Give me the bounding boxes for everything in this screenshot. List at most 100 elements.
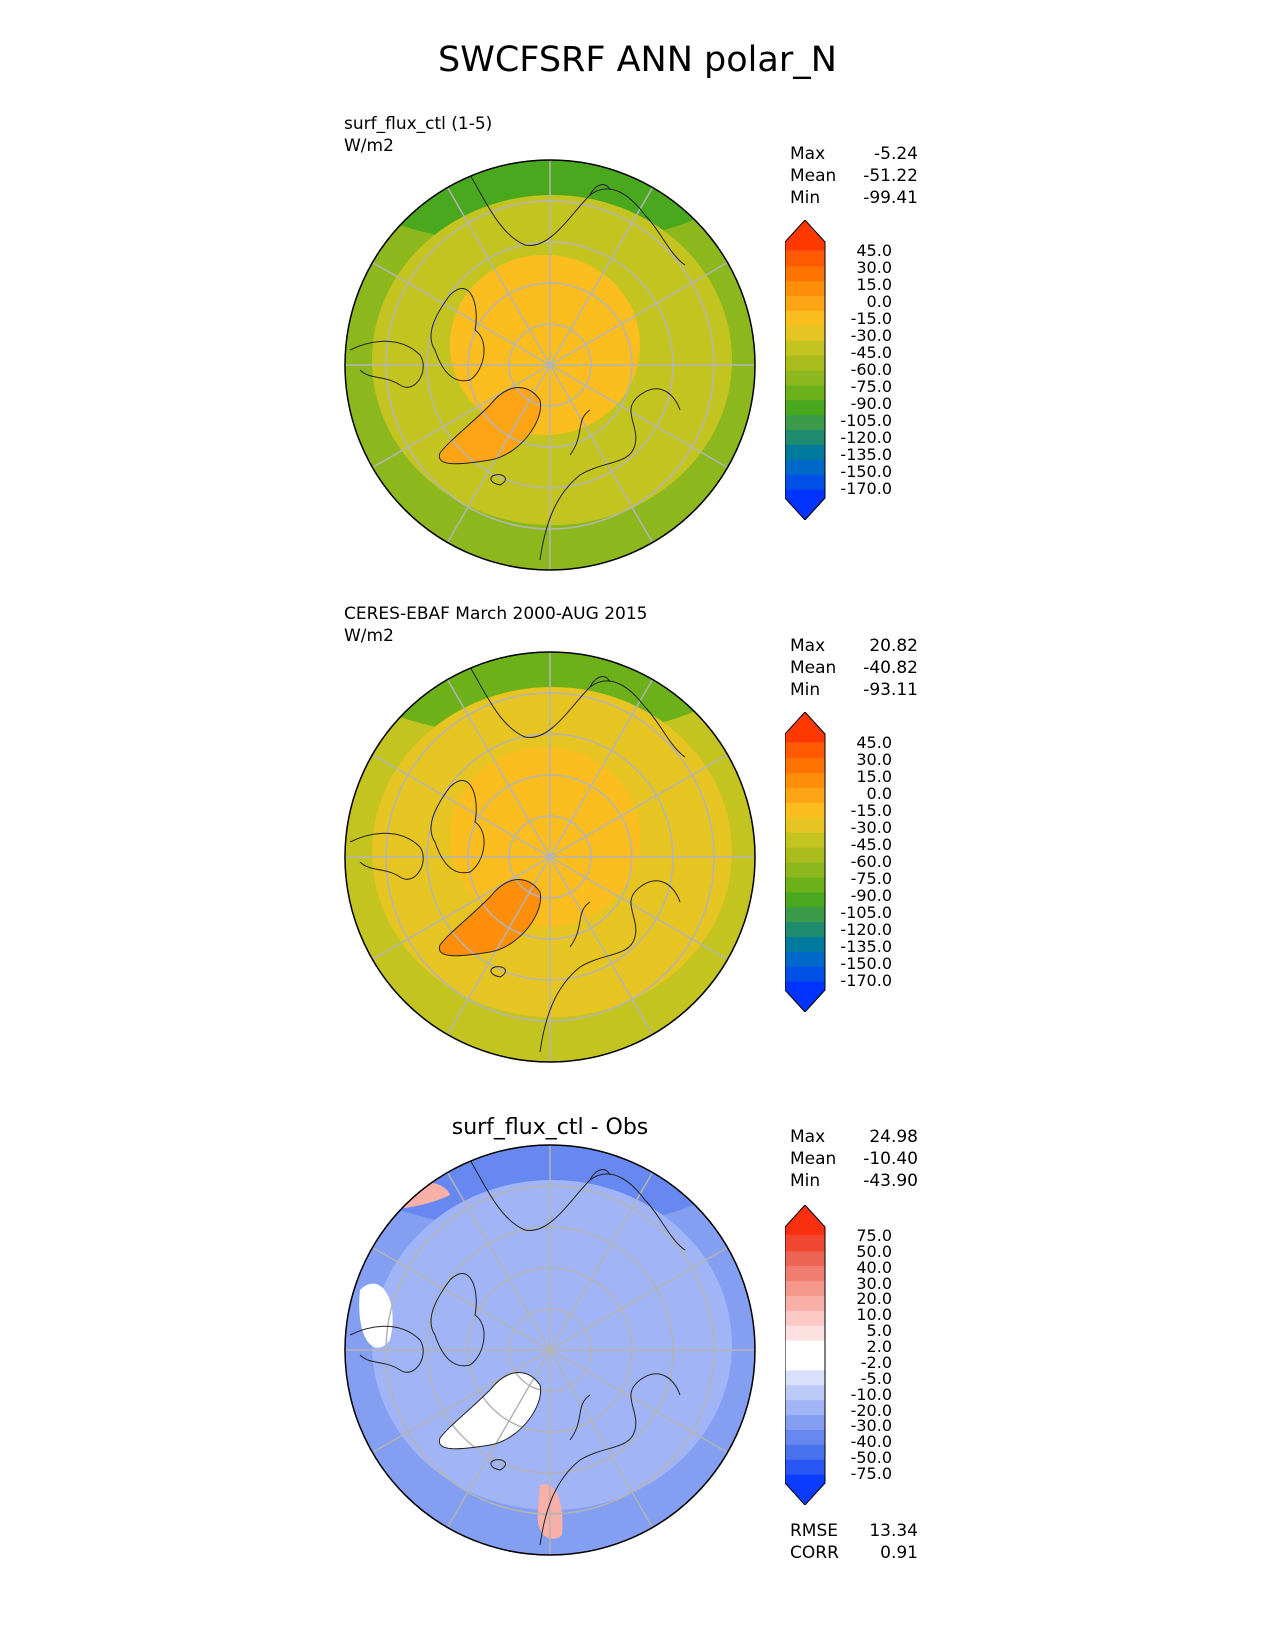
coastlines [349, 1159, 686, 1546]
panel-3-colorbar [785, 1205, 826, 1505]
panel-3-stats: Max 24.98 Mean -10.40 Min -43.90 [790, 1126, 918, 1192]
colorbar-tick-label: -60.0 [850, 852, 892, 871]
field-greenland [439, 879, 541, 956]
rmse-value: 13.34 [869, 1521, 918, 1541]
colorbar-swatch [785, 325, 825, 341]
colorbar-tick-label: 45.0 [856, 240, 892, 260]
colorbar-swatch [785, 310, 825, 326]
colorbar-tick-label: 15.0 [856, 766, 892, 786]
colorbar-swatch [785, 1340, 825, 1356]
colorbar-tick-label: -30.0 [850, 325, 892, 345]
colorbar-segments [785, 220, 825, 520]
min-label: Min [790, 188, 821, 208]
min-value: -99.41 [863, 188, 918, 208]
panel-1-units: W/m2 [344, 136, 394, 156]
max-value: -5.24 [874, 144, 918, 164]
map-boundary [344, 651, 756, 1063]
colorbar-tick-label: 0.0 [866, 291, 892, 311]
colorbar-tick-label: -40.0 [850, 1432, 892, 1452]
colorbar-tick-label: -105.0 [840, 411, 892, 431]
colorbar-swatch [785, 712, 825, 743]
colorbar-swatch [785, 1310, 825, 1326]
colorbar-swatch [785, 340, 825, 356]
colorbar-swatch [785, 876, 825, 893]
colorbar-tick-label: 20.0 [856, 1289, 892, 1309]
colorbar-swatch [785, 220, 825, 251]
field-arctic-core [450, 747, 640, 927]
colorbar-swatch [785, 1474, 825, 1505]
colorbar-swatch [785, 802, 825, 818]
colorbar-swatch [785, 265, 825, 282]
colorbar-tick-label: -105.0 [840, 903, 892, 923]
panel-1-polar-map [344, 159, 756, 571]
graticule [345, 652, 755, 1062]
coastlines [349, 666, 686, 1053]
colorbar-swatch [785, 459, 825, 475]
colorbar-tick-label: -45.0 [850, 342, 892, 362]
colorbar-swatch [785, 1295, 825, 1311]
colorbar-swatch [785, 1355, 825, 1371]
colorbar-tick-label: 10.0 [856, 1305, 892, 1325]
colorbar-tick-label: -120.0 [840, 920, 892, 940]
mean-label: Mean [790, 166, 837, 186]
colorbar-tick-label: -60.0 [850, 360, 892, 379]
field-greenland [439, 387, 541, 464]
panel-2-units: W/m2 [344, 626, 394, 646]
panel-3-error-stats: RMSE 13.34 CORR 0.91 [790, 1520, 918, 1564]
colorbar-swatch [785, 1429, 825, 1445]
map-field [345, 1145, 755, 1555]
colorbar-swatch [785, 981, 825, 1012]
colorbar-swatch [785, 1265, 825, 1282]
colorbar-swatch [785, 951, 825, 967]
colorbar-swatch [785, 1369, 825, 1386]
colorbar-swatch [785, 280, 825, 297]
colorbar-swatch [785, 1235, 825, 1252]
colorbar-swatch [785, 772, 825, 789]
colorbar-swatch [785, 489, 825, 520]
colorbar-swatch [785, 936, 825, 952]
colorbar-swatch [785, 474, 825, 490]
colorbar-tick-label: 30.0 [856, 257, 892, 277]
colorbar-swatch [785, 384, 825, 401]
colorbar-segments [785, 1205, 825, 1505]
colorbar-tick-label: 2.0 [866, 1337, 892, 1357]
colorbar-tick-label: -10.0 [850, 1384, 892, 1404]
colorbar-tick-label: 45.0 [856, 732, 892, 752]
max-label: Max [790, 1127, 826, 1147]
colorbar-tick-label: -20.0 [850, 1400, 892, 1420]
mean-label: Mean [790, 1149, 837, 1169]
colorbar-tick-label: 30.0 [856, 749, 892, 769]
corr-label: CORR [790, 1543, 839, 1563]
panel-2-colorbar [785, 712, 826, 1012]
colorbar-tick-label: 40.0 [856, 1257, 892, 1277]
colorbar-swatch [785, 906, 825, 923]
field-greenland [439, 1372, 541, 1449]
colorbar-tick-label: -30.0 [850, 817, 892, 837]
colorbar-tick-label: -90.0 [850, 886, 892, 906]
colorbar-swatch [785, 1399, 825, 1416]
map-boundary [344, 159, 756, 571]
colorbar-tick-label: -5.0 [860, 1368, 892, 1388]
colorbar-tick-label: -75.0 [850, 1464, 892, 1484]
colorbar-tick-label: -75.0 [850, 869, 892, 889]
colorbar-swatch [785, 1250, 825, 1267]
colorbar-swatch [785, 414, 825, 431]
colorbar-tick-label: -45.0 [850, 834, 892, 854]
panel-2-stats: Max 20.82 Mean -40.82 Min -93.11 [790, 635, 918, 701]
colorbar-tick-label: 75.0 [856, 1225, 892, 1245]
map-field [345, 652, 755, 1062]
colorbar-tick-label: 15.0 [856, 274, 892, 294]
colorbar-outline [785, 1205, 826, 1505]
colorbar-outline [785, 220, 826, 520]
colorbar-swatch [785, 1280, 825, 1296]
min-label: Min [790, 1171, 821, 1191]
colorbar-swatch [785, 1414, 825, 1430]
field-arctic-core [450, 255, 640, 435]
colorbar-swatch [785, 787, 825, 803]
panel-2-case-name: CERES-EBAF March 2000-AUG 2015 [344, 604, 648, 624]
colorbar-swatch [785, 862, 825, 878]
colorbar-swatch [785, 1205, 825, 1236]
colorbar-swatch [785, 295, 825, 311]
colorbar-swatch [785, 1459, 825, 1475]
colorbar-swatch [785, 1444, 825, 1460]
